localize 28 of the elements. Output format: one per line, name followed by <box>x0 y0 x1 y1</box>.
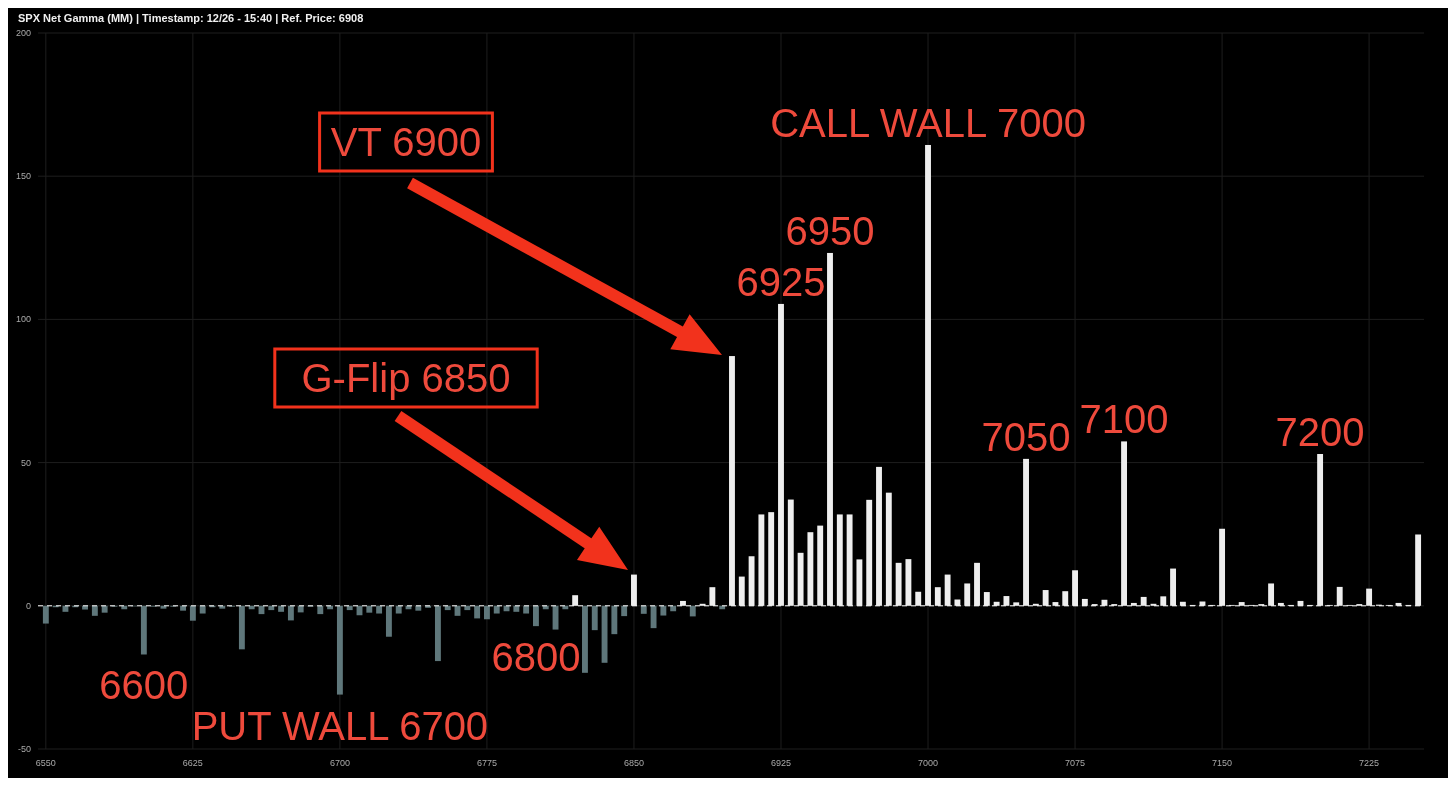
annotation: 6950 <box>785 208 875 253</box>
annotation: CALL WALL 7000 <box>770 100 1086 145</box>
x-tick-label: 6550 <box>35 758 56 768</box>
y-tick-label: 200 <box>15 28 31 38</box>
y-tick-label: 100 <box>15 314 31 325</box>
y-tick-label: 0 <box>25 600 31 611</box>
annotation: 6800 <box>491 635 581 680</box>
x-tick-label: 7000 <box>918 758 939 768</box>
x-tick-label: 6625 <box>182 758 203 768</box>
x-tick-label: 7075 <box>1065 758 1086 768</box>
x-tick-label: 6925 <box>770 758 792 768</box>
chart-title: SPX Net Gamma (MM) | Timestamp: 12/26 - 15:40 | Ref. Price: 6908 <box>18 12 364 24</box>
x-tick-label: 6775 <box>476 758 497 768</box>
annotation: 7200 <box>1275 410 1365 455</box>
y-tick-label: -50 <box>17 744 31 754</box>
annotation: 6925 <box>736 259 826 304</box>
annotation: 6600 <box>99 663 189 708</box>
y-tick-label: 50 <box>20 457 31 468</box>
x-tick-label: 6700 <box>329 758 350 768</box>
x-tick-label: 7150 <box>1212 758 1233 768</box>
annotation: PUT WALL 6700 <box>191 703 489 748</box>
annotation: 7050 <box>981 414 1071 459</box>
x-tick-label: 7225 <box>1359 758 1380 768</box>
y-tick-label: 150 <box>15 171 31 182</box>
annotation: 7100 <box>1079 397 1169 442</box>
annotation: VT 6900 <box>330 120 482 164</box>
annotation: G-Flip 6850 <box>301 356 511 400</box>
x-tick-label: 6850 <box>623 758 644 768</box>
